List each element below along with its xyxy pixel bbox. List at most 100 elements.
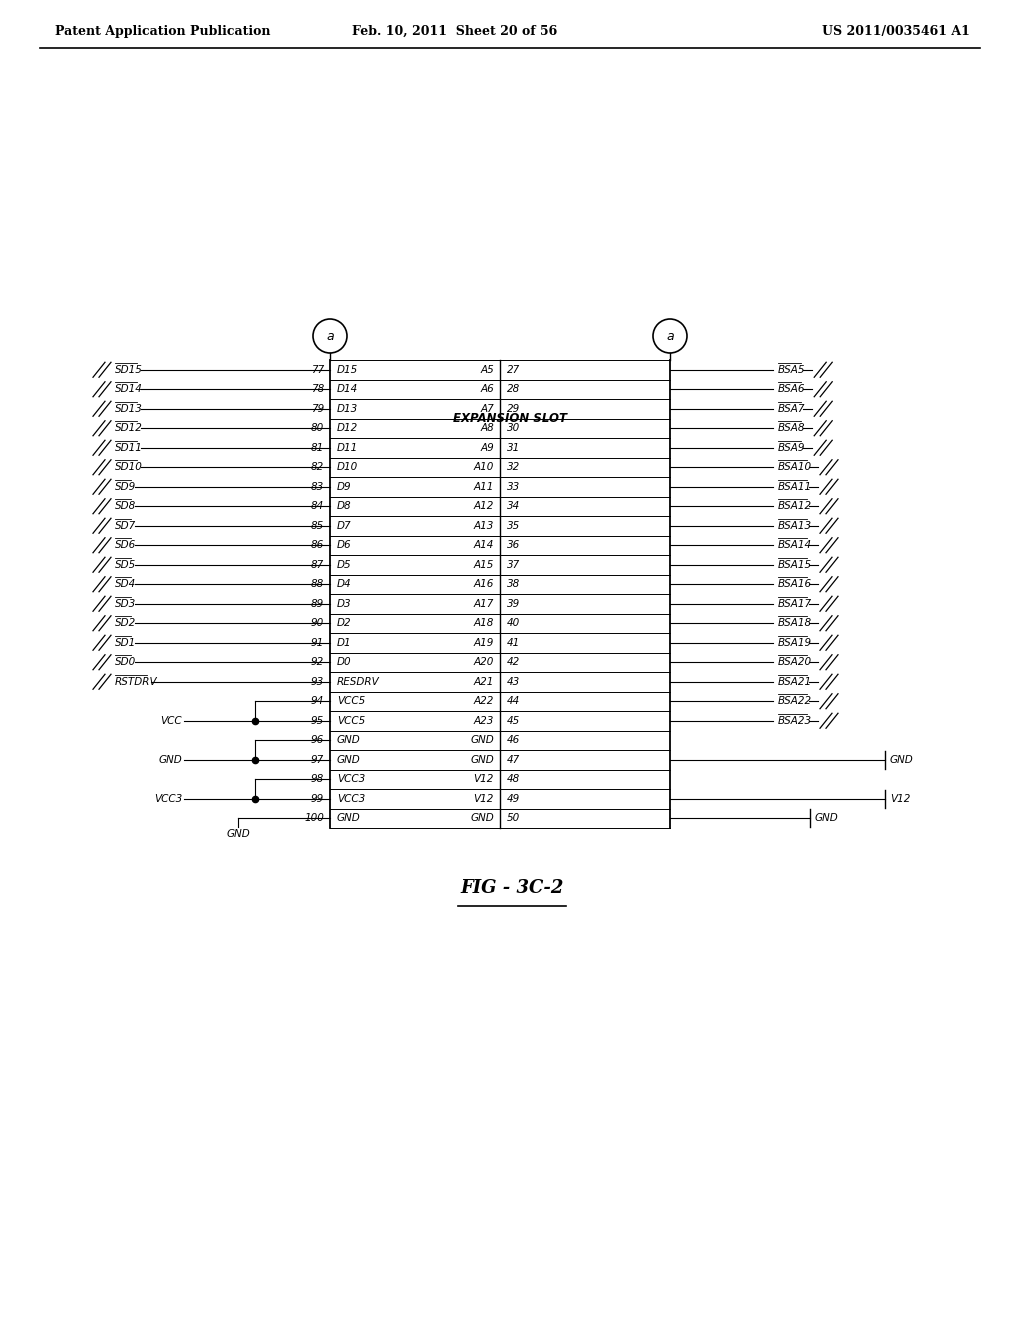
Text: GND: GND (470, 813, 494, 824)
Text: 78: 78 (310, 384, 324, 395)
Text: D4: D4 (337, 579, 351, 589)
Text: SD12: SD12 (115, 424, 143, 433)
Text: V12: V12 (474, 775, 494, 784)
Text: RESDRV: RESDRV (337, 677, 380, 686)
Text: GND: GND (337, 735, 360, 746)
Text: VCC3: VCC3 (154, 793, 182, 804)
Text: SD15: SD15 (115, 364, 143, 375)
Text: D6: D6 (337, 540, 351, 550)
Text: SD9: SD9 (115, 482, 136, 492)
Text: SD14: SD14 (115, 384, 143, 395)
Text: GND: GND (890, 755, 913, 764)
Text: A19: A19 (474, 638, 494, 648)
Text: A15: A15 (474, 560, 494, 570)
Text: BSA17: BSA17 (778, 599, 812, 609)
Text: 85: 85 (310, 521, 324, 531)
Text: A5: A5 (480, 364, 494, 375)
Text: BSA13: BSA13 (778, 521, 812, 531)
Text: BSA19: BSA19 (778, 638, 812, 648)
Text: FIG - 3C-2: FIG - 3C-2 (461, 879, 563, 898)
Text: 98: 98 (310, 775, 324, 784)
Text: 33: 33 (507, 482, 520, 492)
Text: BSA7: BSA7 (778, 404, 806, 413)
Text: BSA16: BSA16 (778, 579, 812, 589)
Text: SD13: SD13 (115, 404, 143, 413)
Text: 99: 99 (310, 793, 324, 804)
Text: A9: A9 (480, 442, 494, 453)
Text: A7: A7 (480, 404, 494, 413)
Text: BSA15: BSA15 (778, 560, 812, 570)
Text: 44: 44 (507, 696, 520, 706)
Text: 92: 92 (310, 657, 324, 667)
Text: 82: 82 (310, 462, 324, 473)
Text: D14: D14 (337, 384, 358, 395)
Text: V12: V12 (890, 793, 910, 804)
Text: SD6: SD6 (115, 540, 136, 550)
Text: D11: D11 (337, 442, 358, 453)
Text: 37: 37 (507, 560, 520, 570)
Text: GND: GND (470, 755, 494, 764)
Text: 48: 48 (507, 775, 520, 784)
Text: Patent Application Publication: Patent Application Publication (55, 25, 270, 38)
Text: SD8: SD8 (115, 502, 136, 511)
Text: BSA22: BSA22 (778, 696, 812, 706)
Text: 88: 88 (310, 579, 324, 589)
Text: D5: D5 (337, 560, 351, 570)
Text: D0: D0 (337, 657, 351, 667)
Text: 47: 47 (507, 755, 520, 764)
Text: 40: 40 (507, 618, 520, 628)
Text: A21: A21 (474, 677, 494, 686)
Text: GND: GND (337, 755, 360, 764)
Text: BSA11: BSA11 (778, 482, 812, 492)
Text: SD5: SD5 (115, 560, 136, 570)
Text: D9: D9 (337, 482, 351, 492)
Text: BSA9: BSA9 (778, 442, 806, 453)
Text: 36: 36 (507, 540, 520, 550)
Text: D7: D7 (337, 521, 351, 531)
Text: BSA21: BSA21 (778, 677, 812, 686)
Text: BSA20: BSA20 (778, 657, 812, 667)
Text: A14: A14 (474, 540, 494, 550)
Text: A22: A22 (474, 696, 494, 706)
Text: A8: A8 (480, 424, 494, 433)
Text: 29: 29 (507, 404, 520, 413)
Text: 95: 95 (310, 715, 324, 726)
Text: GND: GND (470, 735, 494, 746)
Text: Feb. 10, 2011  Sheet 20 of 56: Feb. 10, 2011 Sheet 20 of 56 (352, 25, 558, 38)
Text: VCC5: VCC5 (337, 696, 366, 706)
Text: SD11: SD11 (115, 442, 143, 453)
Text: 87: 87 (310, 560, 324, 570)
Text: A12: A12 (474, 502, 494, 511)
Text: 50: 50 (507, 813, 520, 824)
Text: 86: 86 (310, 540, 324, 550)
Text: 32: 32 (507, 462, 520, 473)
Text: 45: 45 (507, 715, 520, 726)
Text: 77: 77 (310, 364, 324, 375)
Text: A17: A17 (474, 599, 494, 609)
Text: GND: GND (815, 813, 839, 824)
Text: VCC3: VCC3 (337, 793, 366, 804)
Text: 39: 39 (507, 599, 520, 609)
Text: D8: D8 (337, 502, 351, 511)
Text: BSA14: BSA14 (778, 540, 812, 550)
Text: 100: 100 (304, 813, 324, 824)
Text: D13: D13 (337, 404, 358, 413)
Text: A23: A23 (474, 715, 494, 726)
Text: A13: A13 (474, 521, 494, 531)
Text: VCC: VCC (161, 715, 182, 726)
Text: 96: 96 (310, 735, 324, 746)
Text: 42: 42 (507, 657, 520, 667)
Text: V12: V12 (474, 793, 494, 804)
Text: a: a (327, 330, 334, 342)
Text: BSA6: BSA6 (778, 384, 806, 395)
Text: SD3: SD3 (115, 599, 136, 609)
Text: 81: 81 (310, 442, 324, 453)
Text: GND: GND (226, 829, 250, 840)
Text: BSA10: BSA10 (778, 462, 812, 473)
Text: SD2: SD2 (115, 618, 136, 628)
Text: 80: 80 (310, 424, 324, 433)
Text: A16: A16 (474, 579, 494, 589)
Text: 27: 27 (507, 364, 520, 375)
Text: A11: A11 (474, 482, 494, 492)
Text: GND: GND (337, 813, 360, 824)
